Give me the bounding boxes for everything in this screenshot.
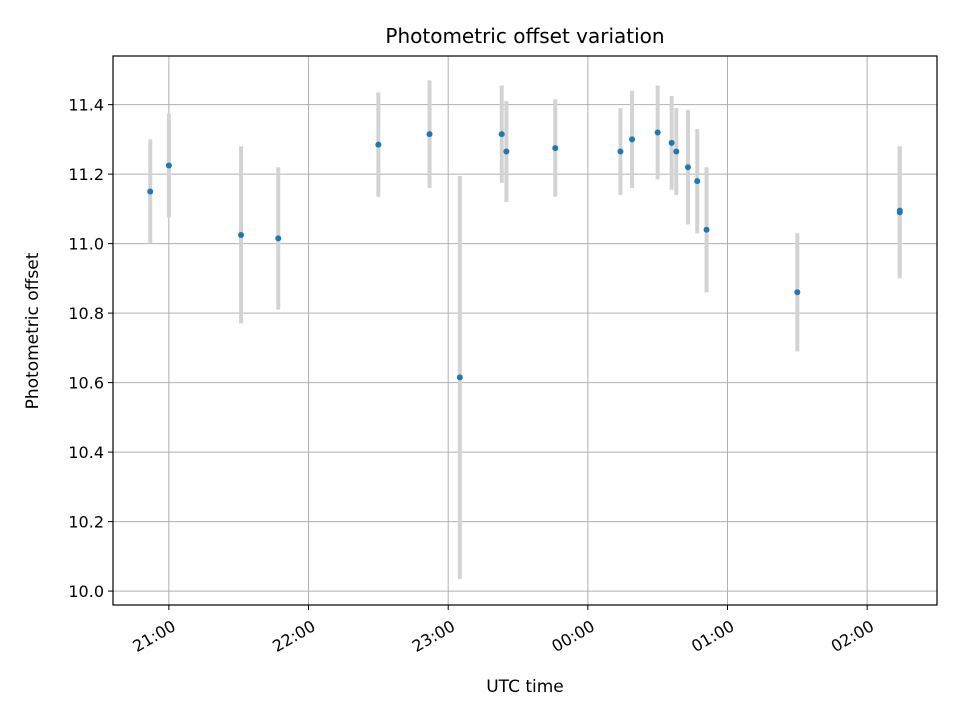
data-point xyxy=(629,136,636,143)
x-tick-label: 00:00 xyxy=(548,616,597,656)
x-tick-label: 21:00 xyxy=(129,616,178,656)
chart-title: Photometric offset variation xyxy=(385,24,664,48)
x-tick-label: 22:00 xyxy=(269,616,318,656)
data-point xyxy=(456,374,463,381)
y-axis-ticks: 10.0 10.2 10.4 10.6 10.8 11.0 11.2 11.4 xyxy=(68,96,113,601)
x-axis-label: UTC time xyxy=(486,677,564,697)
data-point xyxy=(147,188,154,195)
y-tick-label: 11.0 xyxy=(68,235,104,254)
data-point xyxy=(426,131,433,138)
y-tick-label: 10.2 xyxy=(68,513,104,532)
data-point xyxy=(684,164,691,171)
data-point xyxy=(498,131,505,138)
x-tick-label: 23:00 xyxy=(409,616,458,656)
y-tick-label: 11.2 xyxy=(68,165,104,184)
y-axis-label: Photometric offset xyxy=(23,252,43,409)
data-point xyxy=(703,226,710,233)
plot-frame xyxy=(112,55,938,606)
data-point xyxy=(238,231,245,238)
data-point xyxy=(673,148,680,155)
x-tick-label: 01:00 xyxy=(688,616,737,656)
data-point xyxy=(794,289,801,296)
y-tick-label: 10.4 xyxy=(68,443,104,462)
x-axis-ticks: 21:00 22:00 23:00 00:00 01:00 02:00 xyxy=(129,605,877,656)
y-tick-label: 10.0 xyxy=(68,582,104,601)
data-point xyxy=(375,141,382,148)
x-tick-label: 02:00 xyxy=(828,616,877,656)
grid-lines xyxy=(113,56,937,605)
data-point xyxy=(552,145,559,152)
data-point xyxy=(896,207,903,214)
data-point xyxy=(694,178,701,185)
y-tick-label: 10.6 xyxy=(68,374,104,393)
y-tick-label: 11.4 xyxy=(68,96,104,115)
data-point xyxy=(275,235,282,242)
data-point xyxy=(654,129,661,136)
data-point xyxy=(668,139,675,146)
y-tick-label: 10.8 xyxy=(68,304,104,323)
data-point xyxy=(165,162,172,169)
data-point xyxy=(617,148,624,155)
data-point xyxy=(503,148,510,155)
data-points xyxy=(147,129,903,381)
error-bars xyxy=(148,80,902,579)
